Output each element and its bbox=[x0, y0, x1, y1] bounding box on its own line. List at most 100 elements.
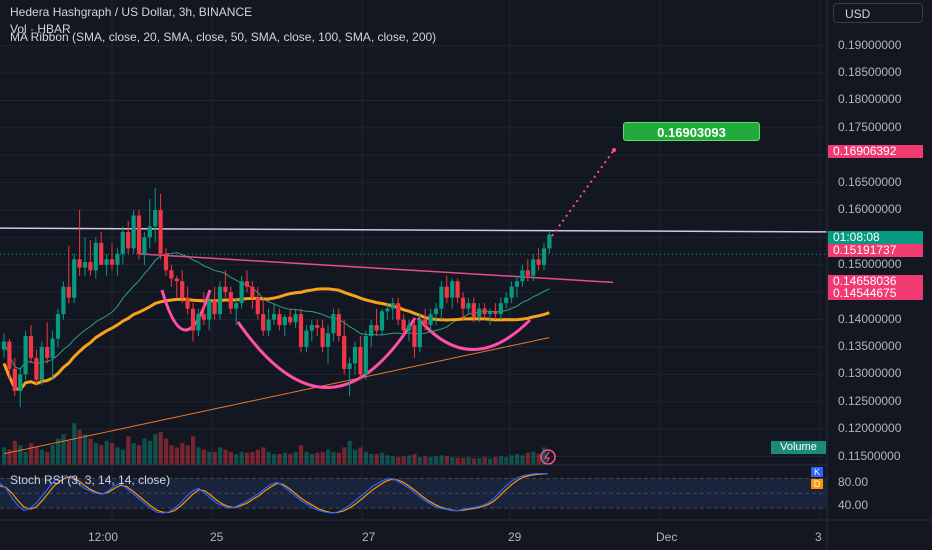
ma100-line bbox=[3, 337, 550, 455]
volume-bar bbox=[309, 454, 314, 465]
candle-body bbox=[304, 330, 309, 347]
time-tick-dec: Dec bbox=[656, 530, 678, 544]
volume-bar bbox=[45, 451, 50, 465]
volume-bar bbox=[342, 447, 347, 465]
candle-body bbox=[234, 303, 239, 309]
volume-bar bbox=[450, 457, 455, 465]
volume-badge: Volume bbox=[771, 441, 826, 454]
volume-bar bbox=[153, 434, 158, 465]
volume-bar bbox=[83, 434, 88, 465]
price-tick: 0.16000000 bbox=[838, 202, 902, 217]
volume-bar bbox=[234, 454, 239, 465]
ma-ribbon-legend[interactable]: MA Ribbon (SMA, close, 20, SMA, close, 5… bbox=[10, 30, 437, 44]
volume-bar bbox=[520, 455, 525, 465]
candle-body bbox=[423, 319, 428, 326]
volume-bar bbox=[245, 452, 250, 465]
chart-title[interactable]: Hedera Hashgraph / US Dollar, 3h, BINANC… bbox=[10, 5, 253, 19]
volume-bar bbox=[282, 452, 287, 465]
volume-bar bbox=[272, 454, 277, 465]
volume-bar bbox=[466, 457, 471, 465]
volume-bar bbox=[385, 455, 390, 465]
volume-bar bbox=[525, 452, 530, 465]
stoch-tick-80: 80.00 bbox=[838, 475, 869, 489]
volume-bar bbox=[61, 434, 66, 465]
candle-body bbox=[390, 303, 395, 309]
volume-bar bbox=[110, 443, 115, 465]
candle-body bbox=[541, 248, 547, 265]
candle-body bbox=[450, 281, 455, 298]
candle-body bbox=[66, 286, 71, 298]
candle-body bbox=[406, 325, 412, 331]
volume-bar bbox=[126, 436, 131, 465]
ma50-line bbox=[2, 287, 550, 392]
candle-body bbox=[379, 311, 385, 331]
candle-body bbox=[223, 286, 228, 293]
currency-selector[interactable]: USD bbox=[833, 3, 923, 23]
countdown-tag: 01:08:08 bbox=[828, 231, 923, 244]
volume-bar bbox=[18, 445, 23, 465]
candle-body bbox=[498, 303, 503, 315]
candle-body bbox=[525, 270, 530, 276]
volume-bar bbox=[363, 451, 368, 465]
candle-body bbox=[309, 325, 314, 331]
candle-body bbox=[153, 210, 158, 227]
volume-legend[interactable]: Vol · HBAR bbox=[10, 22, 71, 36]
projection-point bbox=[612, 148, 616, 152]
candle-body bbox=[261, 314, 266, 331]
candle-body bbox=[466, 303, 471, 309]
stoch-rsi-legend[interactable]: Stoch RSI (3, 3, 14, 14, close) bbox=[10, 473, 171, 487]
candle-body bbox=[28, 336, 34, 358]
volume-bars bbox=[2, 423, 547, 465]
volume-bar bbox=[498, 456, 503, 465]
candle-body bbox=[39, 346, 44, 380]
candle-body bbox=[509, 286, 514, 298]
volume-bar bbox=[369, 454, 374, 465]
volume-bar bbox=[250, 451, 255, 465]
volume-bar bbox=[423, 456, 428, 465]
candle-body bbox=[514, 281, 520, 287]
volume-bar bbox=[482, 457, 487, 465]
candle-body bbox=[99, 242, 104, 265]
flash-icon bbox=[540, 449, 556, 465]
volume-bar bbox=[331, 451, 336, 465]
volume-bar bbox=[434, 456, 439, 465]
candle-body bbox=[487, 311, 493, 315]
candle-body bbox=[201, 314, 206, 320]
price-tick: 0.18000000 bbox=[838, 92, 902, 107]
candle-body bbox=[444, 286, 449, 298]
candle-body bbox=[142, 237, 147, 254]
candle-body bbox=[93, 242, 98, 271]
volume-bar bbox=[164, 438, 169, 465]
projection-price-callout[interactable]: 0.16903093 bbox=[623, 122, 760, 141]
volume-bar bbox=[347, 440, 352, 465]
time-tick-29: 29 bbox=[508, 530, 522, 544]
volume-bar bbox=[531, 451, 536, 465]
candle-body bbox=[12, 368, 17, 391]
price-tick: 0.17500000 bbox=[838, 119, 902, 134]
candle-body bbox=[88, 262, 93, 271]
volume-bar bbox=[180, 443, 185, 465]
candle-body bbox=[136, 215, 142, 254]
candle-body bbox=[7, 341, 12, 369]
volume-bar bbox=[407, 455, 412, 465]
volume-bar bbox=[66, 440, 71, 465]
time-tick-3: 3 bbox=[815, 530, 822, 544]
ma-price-tag-b: 0.14544675 bbox=[828, 287, 923, 300]
volume-bar bbox=[104, 440, 109, 465]
price-tick: 0.13500000 bbox=[838, 338, 902, 353]
volume-bar bbox=[401, 456, 406, 465]
volume-bar bbox=[536, 454, 541, 465]
volume-bar bbox=[56, 438, 61, 465]
candle-body bbox=[250, 286, 255, 298]
candle-body bbox=[288, 316, 293, 323]
price-tick: 0.16500000 bbox=[838, 174, 902, 189]
candles[interactable] bbox=[1, 188, 552, 408]
stoch-rsi-pane[interactable] bbox=[0, 472, 827, 514]
time-tick-1200: 12:00 bbox=[88, 530, 119, 544]
candle-body bbox=[428, 314, 433, 326]
candle-body bbox=[336, 314, 341, 337]
candle-body bbox=[244, 281, 250, 287]
